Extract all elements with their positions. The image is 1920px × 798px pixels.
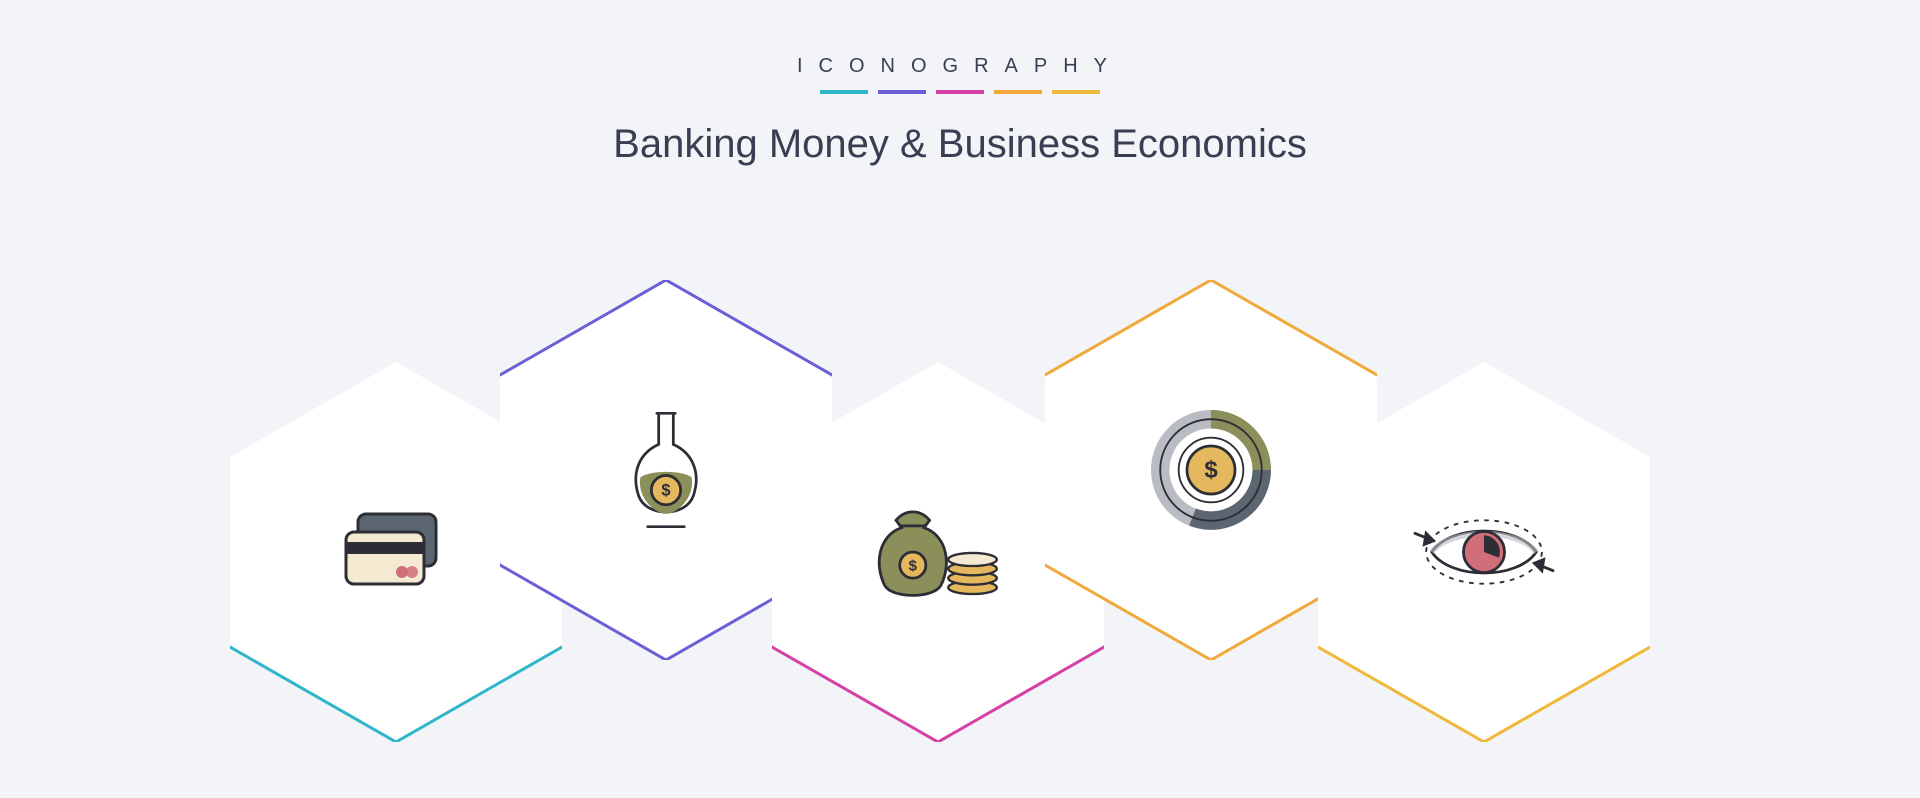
money-flask-icon: $	[591, 395, 741, 545]
money-bag-coins-icon: $	[863, 477, 1013, 627]
brand-label: ICONOGRAPHY	[0, 55, 1920, 78]
underline-seg	[994, 90, 1042, 94]
brand-underline	[0, 90, 1920, 94]
credit-cards-icon	[321, 477, 471, 627]
icon-stage: $ $ $	[0, 270, 1920, 790]
market-vision-eye-icon	[1409, 477, 1559, 627]
svg-text:$: $	[1204, 456, 1218, 483]
underline-seg	[878, 90, 926, 94]
hex-tile	[1318, 362, 1650, 742]
svg-text:$: $	[909, 558, 918, 575]
underline-seg	[936, 90, 984, 94]
header: ICONOGRAPHY Banking Money & Business Eco…	[0, 0, 1920, 167]
underline-seg	[820, 90, 868, 94]
page-title: Banking Money & Business Economics	[0, 122, 1920, 167]
underline-seg	[1052, 90, 1100, 94]
svg-text:$: $	[661, 482, 670, 500]
donut-chart-dollar-icon: $	[1136, 395, 1286, 545]
